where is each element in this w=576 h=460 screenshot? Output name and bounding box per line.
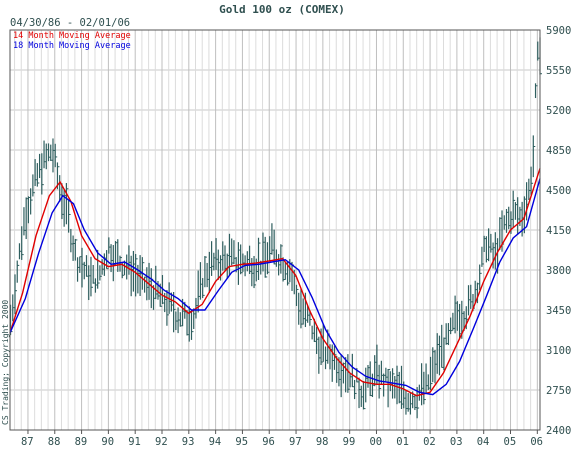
price-bars — [9, 37, 542, 419]
y-tick-label: 2400 — [546, 425, 571, 437]
y-tick-label: 5900 — [546, 25, 571, 37]
x-axis-ticks: 87 88 89 90 91 92 93 94 95 96 97 98 99 00 01 02 03 04 05 06 — [21, 430, 543, 448]
y-tick-label: 3100 — [546, 345, 571, 357]
x-tick-label: 99 — [343, 436, 356, 448]
plot-frame — [9, 29, 541, 431]
date-range: 04/30/86 - 02/01/06 — [10, 17, 130, 29]
x-tick-label: 96 — [262, 436, 275, 448]
y-tick-label: 3450 — [546, 305, 571, 317]
x-tick-label: 87 — [21, 436, 34, 448]
chart-title: Gold 100 oz (COMEX) — [219, 3, 345, 16]
legend-ma14: 14 Month Moving Average — [13, 31, 131, 41]
y-tick-label: 2750 — [546, 385, 571, 397]
x-tick-label: 03 — [450, 436, 463, 448]
x-tick-label: 06 — [530, 436, 543, 448]
x-tick-label: 93 — [182, 436, 195, 448]
grid-lines — [10, 30, 540, 430]
x-tick-label: 98 — [316, 436, 329, 448]
y-tick-label: 4150 — [546, 225, 571, 237]
legend-ma18: 18 Month Moving Average — [13, 41, 131, 51]
ma14-line — [9, 168, 541, 397]
moving-average-lines — [9, 168, 541, 397]
copyright-note: CS Trading; Copyright 2000 — [1, 300, 10, 425]
y-tick-label: 4500 — [546, 185, 571, 197]
y-axis-ticks: 2400 2750 3100 3450 3800 4150 4500 4850 5200 5550… — [546, 25, 571, 437]
x-tick-label: 04 — [477, 436, 490, 448]
x-tick-label: 01 — [396, 436, 409, 448]
y-tick-label: 4850 — [546, 145, 571, 157]
ma18-line — [9, 178, 541, 396]
x-tick-label: 88 — [48, 436, 61, 448]
x-tick-label: 02 — [423, 436, 436, 448]
x-tick-label: 97 — [289, 436, 302, 448]
x-tick-label: 89 — [75, 436, 88, 448]
x-tick-label: 94 — [209, 436, 222, 448]
x-tick-label: 92 — [155, 436, 168, 448]
x-tick-label: 05 — [504, 436, 517, 448]
x-tick-label: 00 — [369, 436, 382, 448]
y-tick-label: 5200 — [546, 105, 571, 117]
x-tick-label: 90 — [101, 436, 114, 448]
x-tick-label: 91 — [128, 436, 141, 448]
x-tick-label: 95 — [235, 436, 248, 448]
y-tick-label: 5550 — [546, 65, 571, 77]
y-tick-label: 3800 — [546, 265, 571, 277]
